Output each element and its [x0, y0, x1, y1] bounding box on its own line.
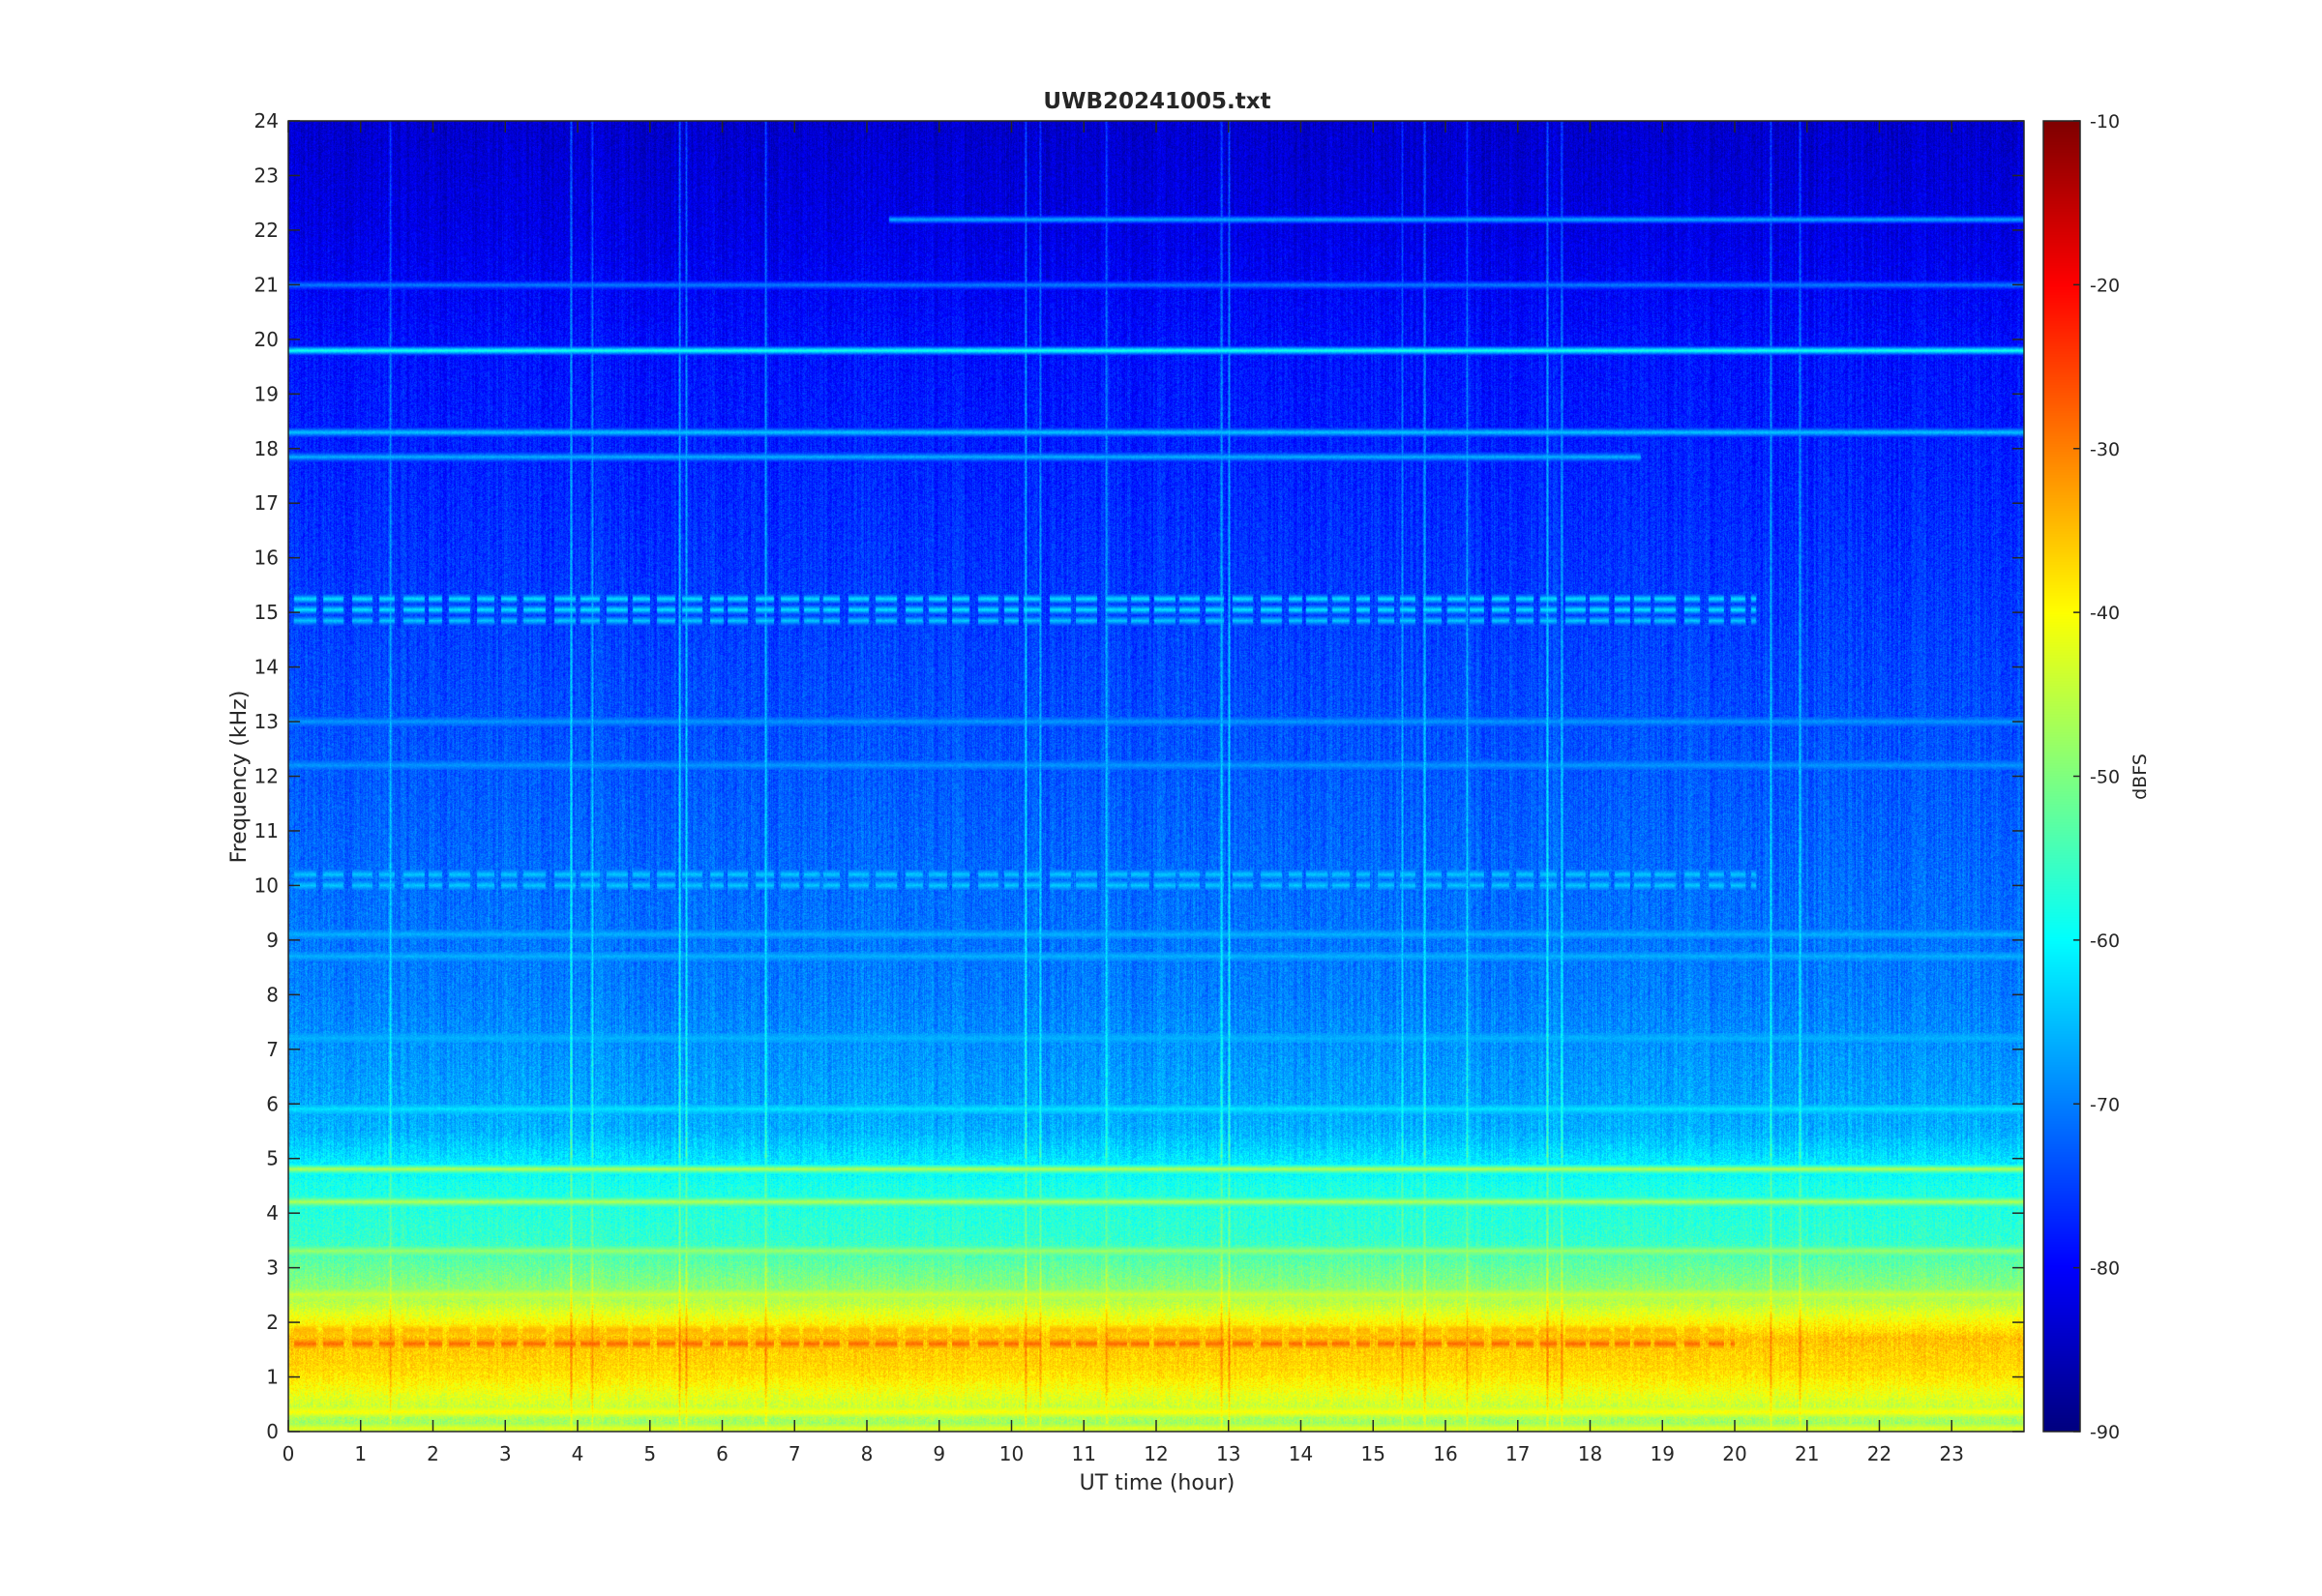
- y-tick-label: 14: [254, 656, 279, 679]
- y-axis-label: Frequency (kHz): [227, 691, 252, 864]
- y-tick-label: 19: [254, 382, 279, 405]
- y-tick-label: 9: [266, 929, 279, 952]
- x-tick-label: 4: [572, 1442, 584, 1465]
- x-tick-label: 22: [1867, 1442, 1891, 1465]
- colorbar-tick-label: -30: [2090, 439, 2120, 460]
- y-tick-label: 15: [254, 601, 279, 624]
- x-tick-label: 15: [1361, 1442, 1385, 1465]
- y-tick-label: 6: [266, 1092, 279, 1115]
- x-tick-label: 14: [1289, 1442, 1313, 1465]
- y-tick-label: 4: [266, 1201, 279, 1225]
- y-tick-label: 23: [254, 163, 279, 187]
- colorbar-tick-label: -70: [2090, 1094, 2120, 1115]
- x-tick-label: 1: [354, 1442, 367, 1465]
- y-tick-label: 2: [266, 1311, 279, 1334]
- y-tick-label: 17: [254, 491, 279, 515]
- x-tick-label: 23: [1940, 1442, 1964, 1465]
- x-tick-label: 21: [1795, 1442, 1819, 1465]
- x-tick-label: 8: [861, 1442, 874, 1465]
- x-tick-label: 17: [1505, 1442, 1530, 1465]
- x-axis: 0 1 2 3 4 5 6 7 8 9 10 11 12 13 14 15 16 17 18 19 20 21 22 23: [283, 121, 1964, 1465]
- colorbar-tick-label: -80: [2090, 1258, 2120, 1280]
- y-tick-label: 0: [266, 1420, 279, 1443]
- x-tick-label: 18: [1578, 1442, 1602, 1465]
- y-tick-label: 10: [254, 873, 279, 897]
- y-tick-label: 7: [266, 1038, 279, 1061]
- y-tick-label: 1: [266, 1366, 279, 1389]
- x-tick-label: 16: [1433, 1442, 1457, 1465]
- x-tick-label: 6: [716, 1442, 729, 1465]
- x-tick-label: 0: [283, 1442, 295, 1465]
- x-tick-label: 3: [499, 1442, 512, 1465]
- y-tick-label: 5: [266, 1147, 279, 1170]
- spectrogram-heatmap: [288, 121, 2024, 1432]
- colorbar-ticks: -10 -20 -30 -40 -50 -60 -70 -80 -90: [2073, 111, 2120, 1443]
- colorbar-tick-label: -50: [2090, 767, 2120, 788]
- x-tick-label: 19: [1651, 1442, 1675, 1465]
- x-tick-label: 11: [1072, 1442, 1096, 1465]
- x-tick-label: 20: [1722, 1442, 1746, 1465]
- x-tick-label: 13: [1216, 1442, 1240, 1465]
- y-tick-label: 13: [254, 710, 279, 733]
- y-tick-label: 3: [266, 1256, 279, 1280]
- plot-area: [287, 120, 2025, 1433]
- x-tick-label: 7: [789, 1442, 801, 1465]
- colorbar-tick-label: -40: [2090, 603, 2120, 624]
- x-tick-label: 5: [643, 1442, 656, 1465]
- y-tick-label: 22: [254, 219, 279, 242]
- y-tick-label: 18: [254, 437, 279, 460]
- y-tick-label: 20: [254, 328, 279, 351]
- colorbar-label: dBFS: [2129, 754, 2151, 800]
- colorbar-tick-label: -10: [2090, 111, 2120, 133]
- y-tick-label: 12: [254, 765, 279, 788]
- x-tick-label: 10: [999, 1442, 1024, 1465]
- y-tick-label: 21: [254, 273, 279, 296]
- y-tick-label: 24: [254, 109, 279, 133]
- y-tick-label: 11: [254, 819, 279, 842]
- x-tick-label: 9: [933, 1442, 945, 1465]
- colorbar-tick-label: -60: [2090, 931, 2120, 952]
- colorbar-tick-label: -20: [2090, 275, 2120, 296]
- chart-title: UWB20241005.txt: [1043, 89, 1270, 114]
- x-tick-label: 12: [1144, 1442, 1168, 1465]
- colorbar-tick-label: -90: [2090, 1422, 2120, 1443]
- y-tick-label: 8: [266, 983, 279, 1006]
- x-axis-label: UT time (hour): [1080, 1471, 1235, 1495]
- colorbar: -10 -20 -30 -40 -50 -60 -70 -80 -90 dBFS: [2042, 111, 2151, 1443]
- y-tick-label: 16: [254, 547, 279, 570]
- x-tick-label: 2: [427, 1442, 439, 1465]
